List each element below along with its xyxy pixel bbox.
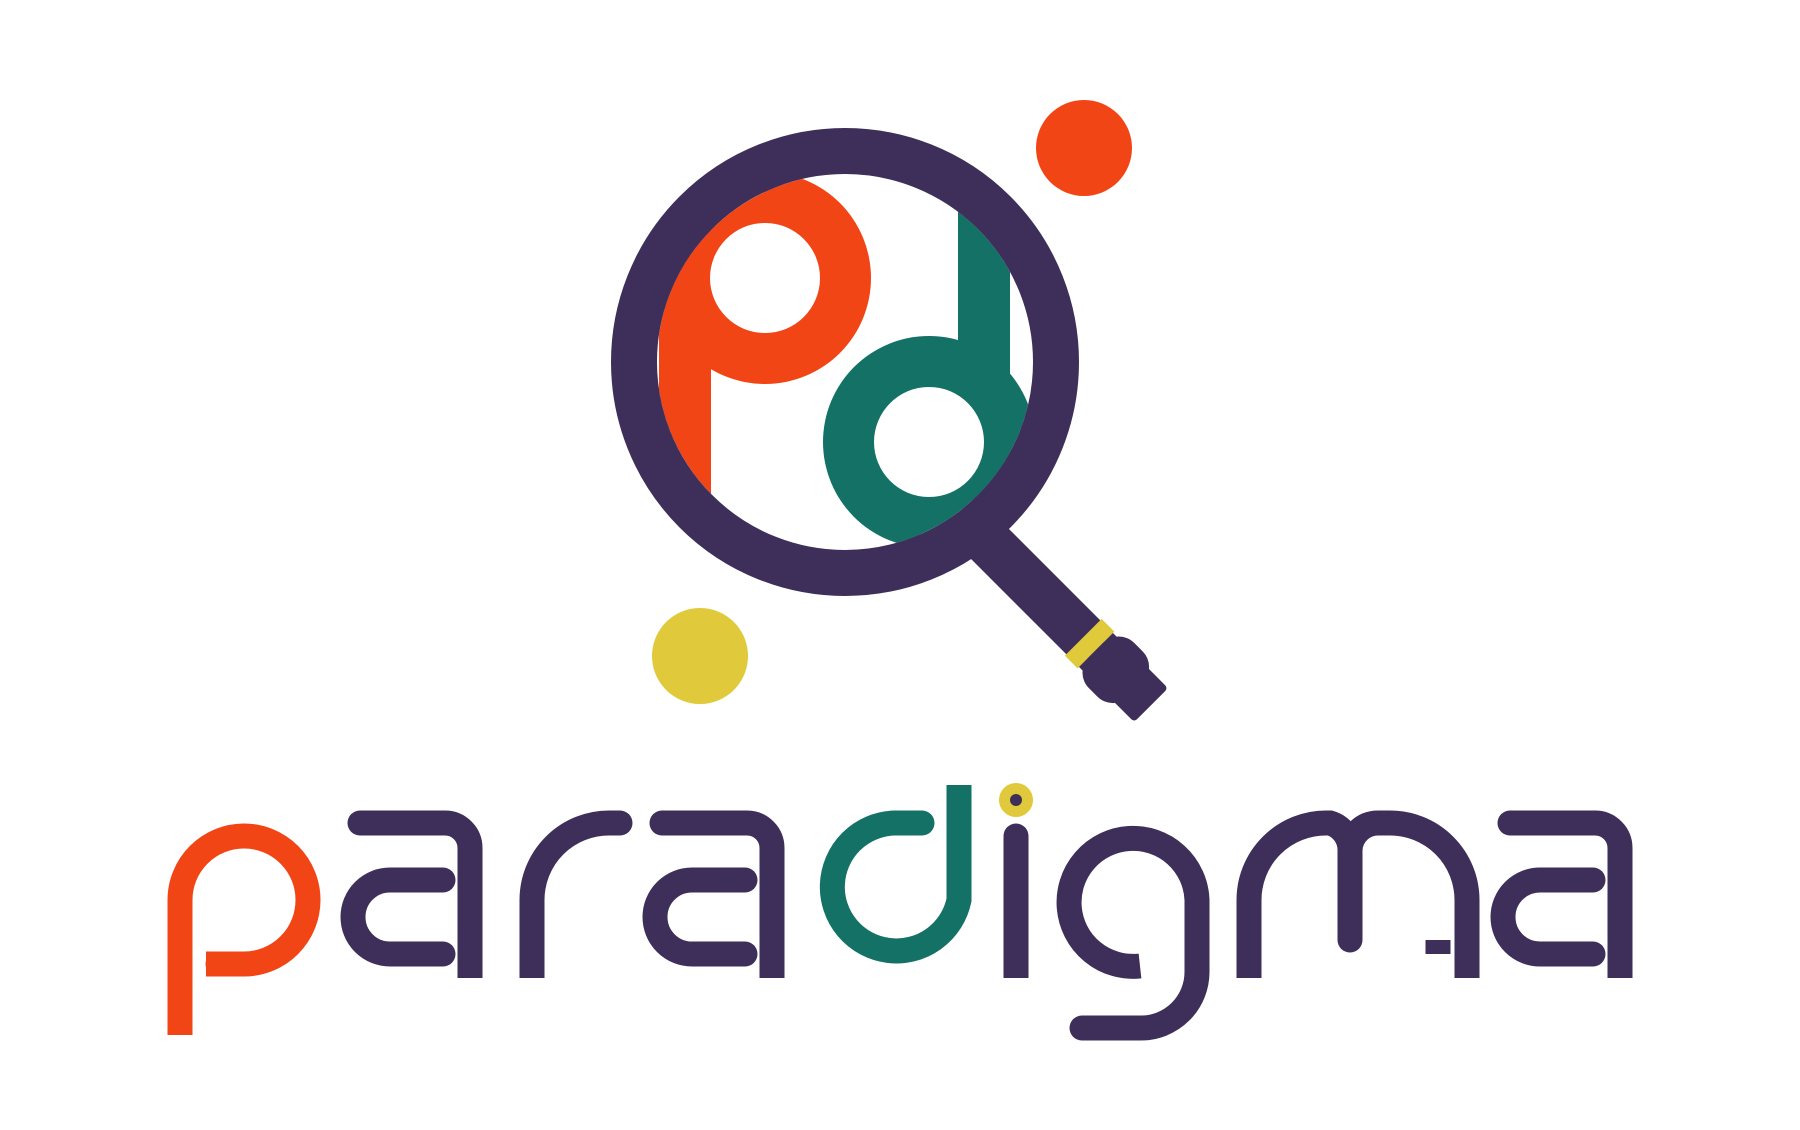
- letter-g: [1056, 825, 1210, 1041]
- letter-m: [1236, 810, 1480, 978]
- orange-dot-icon: [1036, 100, 1132, 196]
- magnifier-icon: [611, 128, 1167, 721]
- wordmark-paradigma: [167, 783, 1633, 1041]
- yellow-dot-icon: [652, 608, 748, 704]
- letter-d: [819, 785, 972, 964]
- letter-a-2: [642, 810, 785, 978]
- letter-r: [519, 810, 620, 978]
- pd-monogram-icon: [659, 174, 1033, 548]
- letter-a-1: [340, 810, 483, 978]
- letter-p: [167, 823, 321, 1035]
- letter-a-3: [1490, 810, 1633, 978]
- letter-i: [999, 783, 1033, 978]
